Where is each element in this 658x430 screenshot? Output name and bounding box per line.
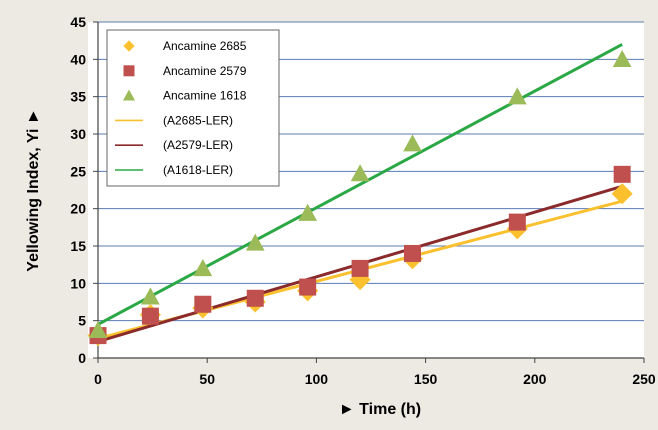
data-markers: [87, 49, 633, 347]
legend-label: (A1618-LER): [163, 163, 233, 177]
data-point-square: [613, 165, 631, 183]
y-tick-label: 15: [70, 238, 86, 254]
trend-line: [97, 43, 623, 326]
y-axis-title: Yellowing Index, Yi ►: [25, 108, 42, 271]
legend-label: (A2685-LER): [163, 113, 233, 127]
y-tick-label: 20: [70, 201, 86, 217]
data-point-diamond: [611, 183, 633, 205]
data-point-triangle: [350, 164, 370, 182]
data-point-square: [508, 213, 526, 231]
legend-label: Ancamine 2579: [163, 64, 247, 78]
axes: 0 5 10 15 20 25 30 35 40 45 0 50 100 150 200 250: [70, 14, 655, 387]
x-tick-label: 250: [632, 371, 656, 387]
data-point-triangle: [612, 49, 632, 68]
x-tick-label: 200: [523, 371, 547, 387]
legend-box: [106, 29, 280, 187]
x-tick-label: 50: [199, 371, 215, 387]
data-point-triangle: [298, 203, 318, 221]
data-point-square: [299, 278, 317, 296]
data-point-triangle: [507, 87, 527, 105]
legend-label: Ancamine 2685: [163, 39, 247, 53]
data-point-square: [246, 289, 264, 307]
y-tick-label: 25: [70, 163, 86, 179]
x-tick-label: 100: [305, 371, 329, 387]
x-axis-title: ► Time (h): [339, 401, 421, 418]
y-tick-label: 45: [70, 14, 86, 30]
legend-marker: [123, 40, 135, 52]
y-tick-label: 0: [78, 350, 86, 366]
data-point-triangle: [193, 259, 213, 277]
y-tick-label: 35: [70, 89, 86, 105]
y-tick-label: 40: [70, 51, 86, 67]
legend-label: (A2579-LER): [163, 138, 233, 152]
data-point-square: [141, 307, 159, 325]
legend: Ancamine 2685 Ancamine 2579 Ancamine 1618 (…: [106, 29, 280, 187]
data-point-triangle: [245, 233, 265, 251]
data-point-triangle: [88, 321, 108, 339]
data-point-triangle: [141, 287, 160, 305]
data-point-square: [351, 259, 369, 277]
y-tick-label: 30: [70, 126, 86, 142]
x-tick-label: 150: [414, 371, 438, 387]
x-tick-label: 0: [94, 371, 102, 387]
y-tick-label: 10: [70, 275, 86, 291]
data-point-square: [194, 295, 212, 313]
y-tick-label: 5: [78, 313, 86, 329]
legend-marker: [122, 89, 136, 101]
data-point-triangle: [403, 134, 422, 152]
data-point-square: [403, 244, 421, 262]
legend-marker: [123, 65, 135, 77]
legend-label: Ancamine 1618: [163, 89, 247, 103]
